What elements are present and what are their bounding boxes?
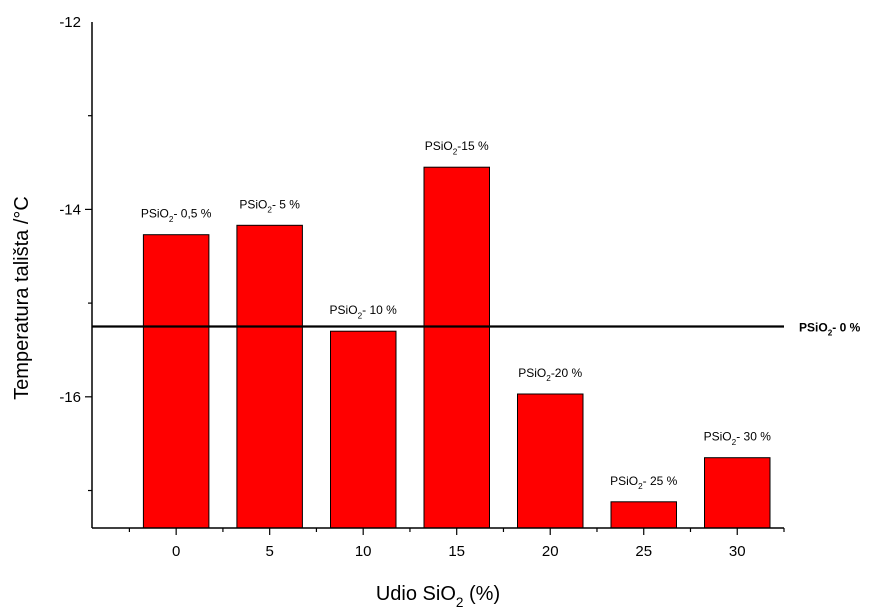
bar-data-label: PSiO2- 30 % xyxy=(704,430,772,447)
x-tick-label: 5 xyxy=(266,543,274,560)
y-axis-title: Temperatura tališta /°C xyxy=(11,196,33,400)
bar-data-label: PSiO2-20 % xyxy=(518,366,582,383)
bar-labels: PSiO2- 0,5 % PSiO2- 5 % PSiO2- 10 % PSiO2-1… xyxy=(141,139,771,491)
y-tick-label: -12 xyxy=(59,14,81,31)
bar xyxy=(236,224,303,529)
bar xyxy=(517,393,584,529)
bar-data-label: PSiO2- 5 % xyxy=(239,197,300,214)
x-tick-label: 10 xyxy=(355,543,372,560)
x-tick-label: 15 xyxy=(448,543,465,560)
bar xyxy=(423,166,490,529)
x-tick-label: 0 xyxy=(172,543,180,560)
bar-data-label: PSiO2- 0,5 % xyxy=(141,207,212,224)
bar xyxy=(330,330,397,529)
x-tick-label: 20 xyxy=(542,543,559,560)
x-axis-title: Udio SiO2 (%) xyxy=(376,583,500,610)
x-tick-label: 30 xyxy=(729,543,746,560)
axes: PSiO2- 0 % -12 -14 -16 0 5 10 15 20 25 30 Udio SiO2… xyxy=(59,14,860,610)
reference-line-label: PSiO2- 0 % xyxy=(799,321,861,338)
bars xyxy=(142,166,771,529)
bar xyxy=(610,501,677,529)
bar-data-label: PSiO2- 25 % xyxy=(610,474,678,491)
bar-data-label: PSiO2-15 % xyxy=(425,139,489,156)
x-tick-label: 25 xyxy=(635,543,652,560)
bar-data-label: PSiO2- 10 % xyxy=(330,303,398,320)
y-tick-label: -14 xyxy=(59,201,81,218)
y-tick-label: -16 xyxy=(59,389,81,406)
bar xyxy=(142,234,210,529)
bar xyxy=(704,457,771,529)
